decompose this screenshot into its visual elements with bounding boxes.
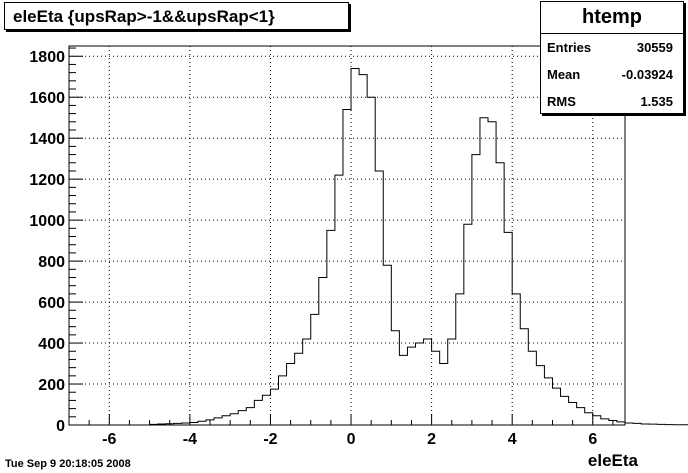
- y-tick-label: 1400: [29, 131, 65, 148]
- histogram-bin: [399, 355, 407, 425]
- y-tick-label: 1600: [29, 90, 65, 107]
- histogram-bin: [448, 339, 456, 425]
- histogram-bin: [375, 171, 383, 425]
- y-tick-labels: 0 200 400 600 800 1000 1200 1400 1600 1800: [29, 49, 65, 435]
- chart-title: eleEta {upsRap>-1&&upsRap<1}: [4, 2, 349, 30]
- histogram-bin: [561, 396, 569, 425]
- histogram-bin: [464, 224, 472, 425]
- histogram-bin: [279, 376, 287, 425]
- y-tick-label: 1000: [29, 213, 65, 230]
- stats-label: RMS: [547, 94, 576, 109]
- histogram-bin: [303, 339, 311, 425]
- histogram-bin: [295, 353, 303, 425]
- histogram-bin: [480, 118, 488, 425]
- histogram-outline: [149, 68, 688, 426]
- histogram-bin: [262, 395, 270, 425]
- histogram-bin: [254, 400, 262, 425]
- histogram-bin: [319, 277, 327, 425]
- histogram-bin: [383, 265, 391, 425]
- stats-value: 1.535: [640, 94, 673, 109]
- histogram-bin: [415, 343, 423, 425]
- plot-frame: [68, 45, 626, 426]
- x-tick-label: -6: [102, 431, 116, 448]
- stats-row-mean: Mean -0.03924: [541, 61, 683, 88]
- stats-label: Mean: [547, 67, 581, 82]
- histogram-bin: [351, 69, 359, 425]
- y-tick-label: 200: [38, 377, 65, 394]
- histogram-bin: [407, 347, 415, 425]
- stats-box: htemp Entries 30559 Mean -0.03924 RMS 1.…: [540, 1, 684, 114]
- histogram-bin: [552, 388, 560, 425]
- stats-row-entries: Entries 30559: [541, 34, 683, 61]
- timestamp: Tue Sep 9 20:18:05 2008: [5, 458, 131, 470]
- y-tick-label: 600: [38, 295, 65, 312]
- histogram-bin: [335, 175, 343, 425]
- histogram-bin: [601, 419, 609, 425]
- histogram-bin: [270, 389, 278, 425]
- y-tick-label: 1800: [29, 49, 65, 66]
- histogram-bin: [343, 110, 351, 425]
- histogram-bin: [214, 418, 222, 425]
- x-axis-label: eleEta: [587, 451, 638, 470]
- histogram-bin: [311, 314, 319, 425]
- x-tick-label: 4: [508, 431, 517, 448]
- y-tick-label: 0: [56, 418, 65, 435]
- histogram-bin: [488, 122, 496, 425]
- stats-label: Entries: [547, 40, 592, 55]
- histogram-bin: [456, 294, 464, 425]
- histogram-bin: [287, 364, 295, 425]
- histogram-bin: [585, 413, 593, 425]
- stats-row-rms: RMS 1.535: [541, 88, 683, 115]
- histogram-bin: [512, 294, 520, 425]
- histogram-bin: [577, 408, 585, 425]
- histogram-bin: [496, 163, 504, 425]
- histogram-bin: [238, 411, 246, 425]
- x-tick-label: -2: [263, 431, 277, 448]
- histogram-bin: [593, 416, 601, 425]
- x-tick-label: 0: [347, 431, 356, 448]
- y-tick-label: 1200: [29, 172, 65, 189]
- histogram-bin: [198, 421, 206, 425]
- histogram-bin: [327, 230, 335, 425]
- stats-histogram-name: htemp: [541, 2, 683, 34]
- x-tick-labels: -6 -4 -2 0 2 4 6: [102, 431, 597, 448]
- histogram-bin: [440, 364, 448, 425]
- histogram-bin: [544, 378, 552, 425]
- axis-ticks: [68, 47, 614, 426]
- histogram-bin: [528, 351, 536, 425]
- histogram-bins: [150, 69, 688, 425]
- y-tick-label: 800: [38, 254, 65, 271]
- x-tick-label: 6: [588, 431, 597, 448]
- histogram-bin: [222, 416, 230, 425]
- histogram-bin: [230, 414, 238, 425]
- y-tick-label: 400: [38, 336, 65, 353]
- stats-value: -0.03924: [621, 67, 673, 82]
- histogram-bin: [359, 75, 367, 425]
- histogram-bin: [432, 351, 440, 425]
- histogram-bin: [424, 339, 432, 425]
- stats-value: 30559: [636, 40, 673, 55]
- grid-lines: [69, 46, 625, 425]
- x-tick-label: -4: [183, 431, 197, 448]
- histogram-bin: [391, 331, 399, 425]
- histogram-bin: [536, 366, 544, 425]
- x-tick-label: 2: [427, 431, 436, 448]
